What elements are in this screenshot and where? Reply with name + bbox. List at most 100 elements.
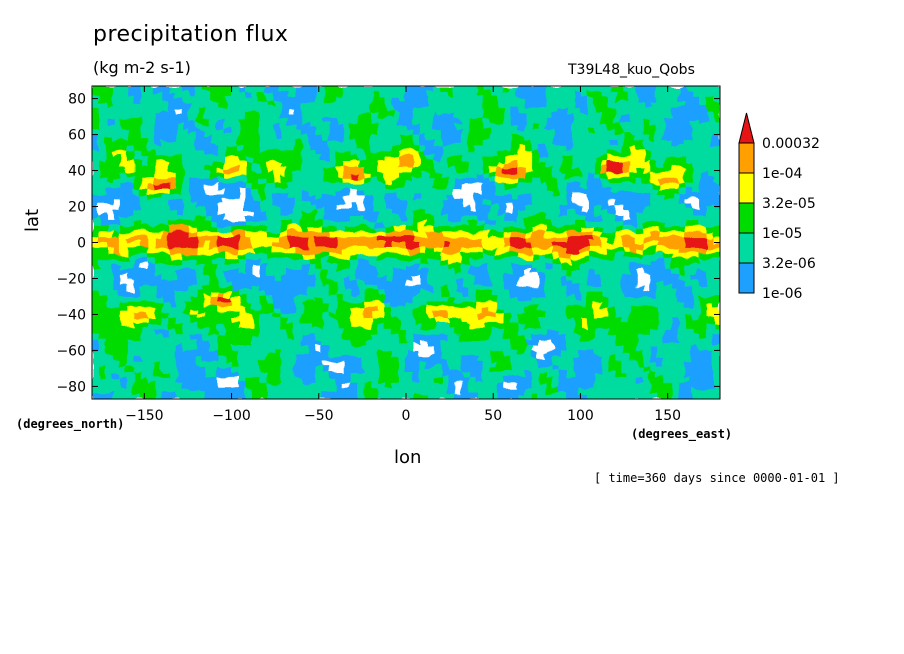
field-cell <box>636 118 644 125</box>
field-cell <box>650 372 658 379</box>
field-cell <box>475 220 484 227</box>
field-cell <box>678 312 686 319</box>
field-cell <box>503 280 512 287</box>
field-cell <box>406 177 414 184</box>
field-cell <box>322 123 330 130</box>
field-cell <box>133 285 142 292</box>
field-cell <box>517 86 526 92</box>
field-cell <box>231 285 240 292</box>
field-cell <box>713 285 720 292</box>
field-cell <box>280 361 288 368</box>
field-cell <box>489 231 498 238</box>
field-cell <box>629 296 637 303</box>
field-cell <box>594 242 602 249</box>
field-cell <box>440 274 449 281</box>
field-cell <box>601 264 609 271</box>
field-cell <box>175 150 184 157</box>
field-cell <box>468 372 477 379</box>
field-cell <box>643 193 651 200</box>
field-cell <box>105 269 114 276</box>
field-cell <box>566 280 575 287</box>
field-cell <box>126 339 135 346</box>
field-cell <box>196 372 205 379</box>
field-cell <box>399 231 407 238</box>
field-cell <box>252 161 261 168</box>
field-cell <box>112 296 121 303</box>
field-cell <box>440 177 449 184</box>
field-cell <box>399 215 407 222</box>
field-cell <box>461 318 470 325</box>
field-cell <box>531 86 540 92</box>
field-cell <box>412 204 421 211</box>
field-cell <box>671 134 679 141</box>
field-cell <box>468 323 477 330</box>
field-cell <box>524 264 533 271</box>
field-cell <box>489 242 498 249</box>
field-cell <box>426 361 435 368</box>
field-cell <box>266 301 275 308</box>
field-cell <box>594 129 602 136</box>
field-cell <box>245 123 254 130</box>
field-cell <box>210 102 219 109</box>
field-cell <box>147 177 156 184</box>
field-cell <box>329 231 337 238</box>
field-cell <box>587 377 595 384</box>
field-cell <box>468 345 477 352</box>
field-cell <box>482 193 491 200</box>
field-cell <box>587 172 595 179</box>
field-cell <box>217 280 226 287</box>
field-cell <box>196 118 205 125</box>
field-cell <box>105 139 114 146</box>
field-cell <box>385 145 393 152</box>
field-cell <box>594 123 602 130</box>
field-cell <box>713 102 720 109</box>
field-cell <box>280 377 288 384</box>
field-cell <box>245 334 254 341</box>
field-cell <box>329 96 337 103</box>
field-cell <box>98 96 107 103</box>
field-cell <box>140 139 149 146</box>
field-cell <box>399 118 407 125</box>
field-cell <box>133 102 142 109</box>
field-cell <box>713 345 720 352</box>
field-cell <box>531 377 540 384</box>
field-cell <box>608 86 616 92</box>
field-cell <box>538 193 547 200</box>
field-cell <box>154 291 163 298</box>
field-cell <box>252 253 261 260</box>
field-cell <box>196 323 205 330</box>
field-cell <box>231 91 240 98</box>
field-cell <box>252 129 261 136</box>
field-cell <box>182 161 191 168</box>
field-cell <box>412 226 421 233</box>
field-cell <box>126 123 135 130</box>
field-cell <box>671 264 679 271</box>
field-cell <box>419 145 428 152</box>
field-cell <box>280 258 288 265</box>
field-cell <box>259 166 268 173</box>
field-cell <box>622 177 630 184</box>
field-cell <box>461 112 470 119</box>
field-cell <box>468 269 477 276</box>
field-cell <box>350 220 358 227</box>
field-cell <box>350 177 358 184</box>
field-cell <box>524 323 533 330</box>
field-cell <box>238 91 247 98</box>
field-cell <box>357 377 365 384</box>
field-cell <box>273 193 281 200</box>
field-cell <box>489 361 498 368</box>
field-cell <box>231 355 240 362</box>
field-cell <box>580 301 589 308</box>
field-cell <box>364 312 372 319</box>
field-cell <box>119 345 128 352</box>
field-cell <box>147 274 156 281</box>
field-cell <box>454 231 463 238</box>
field-cell <box>503 345 512 352</box>
field-cell <box>161 183 170 190</box>
field-cell <box>315 334 323 341</box>
field-cell <box>357 220 365 227</box>
field-cell <box>517 96 526 103</box>
field-cell <box>524 188 533 195</box>
field-cell <box>545 280 554 287</box>
field-cell <box>580 145 589 152</box>
